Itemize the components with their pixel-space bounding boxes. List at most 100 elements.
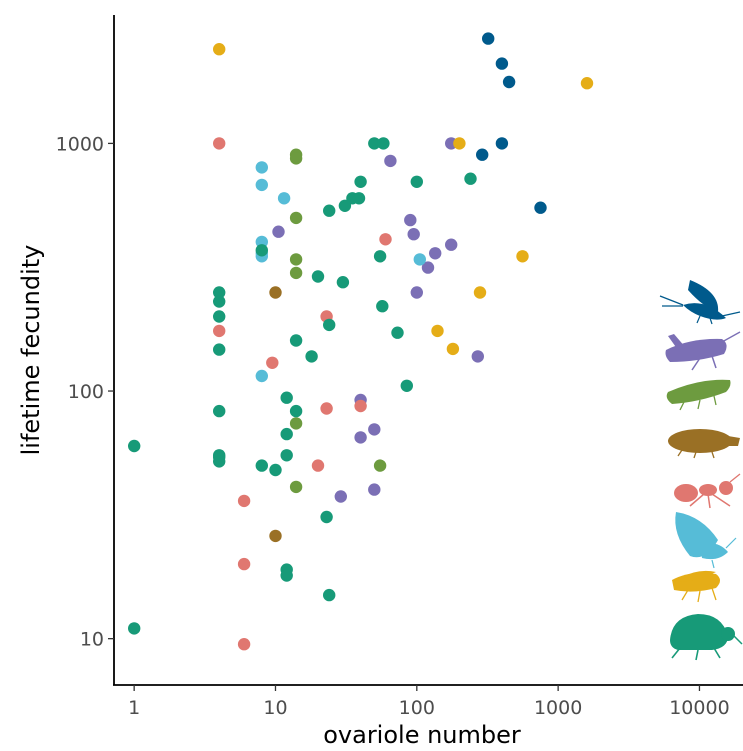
data-point bbox=[476, 148, 489, 161]
x-tick-label: 100 bbox=[399, 697, 435, 719]
data-point bbox=[289, 334, 303, 347]
data-point bbox=[453, 137, 466, 150]
data-point bbox=[323, 318, 336, 332]
data-point bbox=[320, 510, 333, 524]
data-point bbox=[410, 286, 423, 299]
data-point bbox=[213, 324, 226, 338]
data-point bbox=[289, 266, 303, 280]
data-point bbox=[384, 154, 397, 168]
data-point bbox=[272, 225, 285, 238]
data-point bbox=[213, 43, 226, 56]
data-point bbox=[471, 350, 484, 363]
data-point bbox=[473, 286, 487, 299]
data-point bbox=[413, 253, 426, 266]
y-tick-label: 10 bbox=[80, 629, 104, 651]
data-point bbox=[373, 459, 387, 472]
data-point bbox=[495, 57, 509, 70]
data-point bbox=[338, 199, 352, 212]
data-point bbox=[255, 369, 268, 383]
data-point bbox=[255, 244, 268, 257]
data-point bbox=[377, 137, 390, 150]
data-point bbox=[213, 286, 226, 299]
data-point bbox=[213, 343, 226, 356]
data-point bbox=[446, 342, 460, 356]
x-tick-label: 1 bbox=[128, 697, 140, 719]
data-point bbox=[516, 250, 529, 263]
data-point bbox=[237, 638, 251, 651]
data-point bbox=[495, 137, 509, 150]
moth-icon bbox=[675, 512, 737, 569]
data-point bbox=[305, 350, 318, 363]
data-point bbox=[410, 175, 423, 188]
data-point bbox=[289, 480, 303, 494]
data-point bbox=[580, 77, 594, 90]
data-point bbox=[334, 490, 347, 503]
mayfly-icon bbox=[659, 280, 741, 325]
data-point bbox=[128, 439, 141, 453]
data-point bbox=[237, 494, 251, 508]
y-tick-label: 1000 bbox=[56, 133, 104, 155]
data-point bbox=[255, 459, 268, 472]
x-tick-labels: 1 10 100 1000 10000 bbox=[128, 697, 730, 719]
data-point bbox=[311, 459, 325, 472]
beetle-larva-icon bbox=[668, 429, 740, 459]
data-point bbox=[534, 201, 547, 214]
data-point bbox=[376, 300, 389, 313]
data-point bbox=[482, 32, 495, 45]
axes bbox=[113, 15, 743, 686]
data-point bbox=[213, 310, 226, 323]
tick-marks bbox=[108, 142, 701, 691]
data-point bbox=[311, 270, 325, 283]
data-point bbox=[404, 213, 417, 227]
grasshopper-icon bbox=[665, 331, 741, 371]
data-point bbox=[280, 449, 293, 462]
data-point bbox=[445, 238, 458, 251]
data-point bbox=[502, 75, 516, 89]
y-axis-title: lifetime fecundity bbox=[17, 245, 45, 456]
x-axis-title: ovariole number bbox=[323, 721, 521, 749]
data-point bbox=[255, 161, 268, 174]
data-point bbox=[280, 391, 293, 404]
data-point bbox=[128, 622, 141, 635]
y-tick-labels: 10 100 1000 bbox=[56, 133, 104, 650]
data-point bbox=[368, 423, 381, 436]
ant-icon bbox=[674, 473, 741, 509]
data-point bbox=[269, 463, 282, 477]
data-point bbox=[368, 137, 381, 150]
data-point bbox=[289, 211, 303, 225]
data-point bbox=[280, 427, 293, 441]
data-point bbox=[320, 402, 333, 415]
data-point bbox=[213, 455, 226, 468]
data-point bbox=[464, 172, 477, 185]
x-tick-label: 1000 bbox=[534, 697, 582, 719]
data-point bbox=[289, 253, 303, 266]
data-point bbox=[280, 569, 293, 582]
data-point bbox=[323, 204, 336, 217]
data-point bbox=[354, 175, 367, 188]
data-point bbox=[289, 417, 303, 430]
data-point bbox=[407, 228, 420, 241]
data-point bbox=[336, 276, 350, 289]
data-point bbox=[352, 192, 366, 205]
data-point bbox=[373, 250, 387, 263]
data-point bbox=[323, 588, 336, 602]
data-point bbox=[379, 233, 392, 246]
data-point bbox=[391, 326, 404, 339]
data-point bbox=[237, 557, 251, 571]
data-point bbox=[213, 137, 226, 150]
leafhopper-icon bbox=[666, 379, 731, 411]
data-point bbox=[255, 178, 268, 192]
silhouette-legend bbox=[659, 280, 743, 661]
x-tick-label: 10000 bbox=[669, 697, 729, 719]
data-point bbox=[269, 286, 282, 299]
weevil-icon bbox=[670, 614, 743, 661]
data-point bbox=[213, 404, 226, 418]
data-point bbox=[213, 295, 226, 308]
data-point bbox=[368, 483, 381, 496]
data-point bbox=[431, 324, 444, 338]
data-point bbox=[400, 379, 413, 392]
y-tick-label: 100 bbox=[68, 381, 104, 403]
data-points bbox=[128, 32, 594, 651]
data-point bbox=[421, 261, 435, 274]
